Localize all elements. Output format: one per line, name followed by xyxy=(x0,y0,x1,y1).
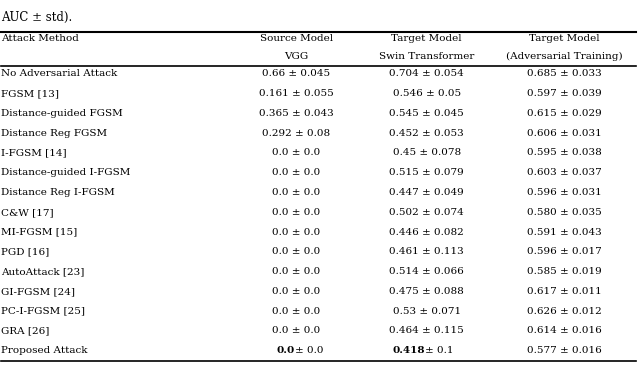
Text: AUC ± std).: AUC ± std). xyxy=(1,11,72,24)
Text: 0.0 ± 0.0: 0.0 ± 0.0 xyxy=(273,267,321,276)
Text: 0.606 ± 0.031: 0.606 ± 0.031 xyxy=(527,129,602,137)
Text: 0.161 ± 0.055: 0.161 ± 0.055 xyxy=(259,89,334,98)
Text: 0.617 ± 0.011: 0.617 ± 0.011 xyxy=(527,287,602,296)
Text: Proposed Attack: Proposed Attack xyxy=(1,346,88,355)
Text: 0.0 ± 0.0: 0.0 ± 0.0 xyxy=(273,287,321,296)
Text: AutoAttack [23]: AutoAttack [23] xyxy=(1,267,84,276)
Text: FGSM [13]: FGSM [13] xyxy=(1,89,60,98)
Text: 0.615 ± 0.029: 0.615 ± 0.029 xyxy=(527,109,602,118)
Text: 0.595 ± 0.038: 0.595 ± 0.038 xyxy=(527,149,602,157)
Text: Target Model: Target Model xyxy=(529,34,600,43)
Text: 0.0: 0.0 xyxy=(276,346,294,355)
Text: Attack Method: Attack Method xyxy=(1,34,79,43)
Text: 0.0 ± 0.0: 0.0 ± 0.0 xyxy=(273,149,321,157)
Text: ± 0.1: ± 0.1 xyxy=(425,346,453,355)
Text: 0.614 ± 0.016: 0.614 ± 0.016 xyxy=(527,326,602,336)
Text: No Adversarial Attack: No Adversarial Attack xyxy=(1,69,118,79)
Text: Distance Reg FGSM: Distance Reg FGSM xyxy=(1,129,108,137)
Text: Swin Transformer: Swin Transformer xyxy=(379,51,474,61)
Text: C&W [17]: C&W [17] xyxy=(1,208,54,217)
Text: 0.452 ± 0.053: 0.452 ± 0.053 xyxy=(389,129,464,137)
Text: 0.464 ± 0.115: 0.464 ± 0.115 xyxy=(389,326,464,336)
Text: 0.461 ± 0.113: 0.461 ± 0.113 xyxy=(389,247,464,256)
Text: PGD [16]: PGD [16] xyxy=(1,247,50,256)
Text: 0.502 ± 0.074: 0.502 ± 0.074 xyxy=(389,208,464,217)
Text: 0.597 ± 0.039: 0.597 ± 0.039 xyxy=(527,89,602,98)
Text: 0.585 ± 0.019: 0.585 ± 0.019 xyxy=(527,267,602,276)
Text: 0.66 ± 0.045: 0.66 ± 0.045 xyxy=(262,69,331,79)
Text: 0.577 ± 0.016: 0.577 ± 0.016 xyxy=(527,346,602,355)
Text: 0.596 ± 0.031: 0.596 ± 0.031 xyxy=(527,188,602,197)
Text: 0.0 ± 0.0: 0.0 ± 0.0 xyxy=(273,307,321,316)
Text: 0.45 ± 0.078: 0.45 ± 0.078 xyxy=(392,149,461,157)
Text: 0.545 ± 0.045: 0.545 ± 0.045 xyxy=(389,109,464,118)
Text: 0.418: 0.418 xyxy=(392,346,425,355)
Text: 0.475 ± 0.088: 0.475 ± 0.088 xyxy=(389,287,464,296)
Text: 0.580 ± 0.035: 0.580 ± 0.035 xyxy=(527,208,602,217)
Text: 0.53 ± 0.071: 0.53 ± 0.071 xyxy=(392,307,461,316)
Text: MI-FGSM [15]: MI-FGSM [15] xyxy=(1,228,77,237)
Text: GI-FGSM [24]: GI-FGSM [24] xyxy=(1,287,76,296)
Text: 0.0 ± 0.0: 0.0 ± 0.0 xyxy=(273,168,321,177)
Text: 0.704 ± 0.054: 0.704 ± 0.054 xyxy=(389,69,464,79)
Text: Source Model: Source Model xyxy=(260,34,333,43)
Text: 0.626 ± 0.012: 0.626 ± 0.012 xyxy=(527,307,602,316)
Text: 0.515 ± 0.079: 0.515 ± 0.079 xyxy=(389,168,464,177)
Text: ± 0.0: ± 0.0 xyxy=(294,346,323,355)
Text: (Adversarial Training): (Adversarial Training) xyxy=(506,51,623,61)
Text: 0.514 ± 0.066: 0.514 ± 0.066 xyxy=(389,267,464,276)
Text: 0.0 ± 0.0: 0.0 ± 0.0 xyxy=(273,208,321,217)
Text: 0.0 ± 0.0: 0.0 ± 0.0 xyxy=(273,188,321,197)
Text: 0.685 ± 0.033: 0.685 ± 0.033 xyxy=(527,69,602,79)
Text: Distance Reg I-FGSM: Distance Reg I-FGSM xyxy=(1,188,115,197)
Text: 0.0 ± 0.0: 0.0 ± 0.0 xyxy=(273,326,321,336)
Text: Distance-guided I-FGSM: Distance-guided I-FGSM xyxy=(1,168,131,177)
Text: I-FGSM [14]: I-FGSM [14] xyxy=(1,149,67,157)
Text: VGG: VGG xyxy=(284,51,308,61)
Text: 0.0 ± 0.0: 0.0 ± 0.0 xyxy=(273,228,321,237)
Text: 0.292 ± 0.08: 0.292 ± 0.08 xyxy=(262,129,331,137)
Text: Target Model: Target Model xyxy=(391,34,462,43)
Text: 0.447 ± 0.049: 0.447 ± 0.049 xyxy=(389,188,464,197)
Text: 0.365 ± 0.043: 0.365 ± 0.043 xyxy=(259,109,334,118)
Text: 0.446 ± 0.082: 0.446 ± 0.082 xyxy=(389,228,464,237)
Text: 0.546 ± 0.05: 0.546 ± 0.05 xyxy=(392,89,461,98)
Text: 0.603 ± 0.037: 0.603 ± 0.037 xyxy=(527,168,602,177)
Text: 0.0 ± 0.0: 0.0 ± 0.0 xyxy=(273,247,321,256)
Text: 0.591 ± 0.043: 0.591 ± 0.043 xyxy=(527,228,602,237)
Text: Distance-guided FGSM: Distance-guided FGSM xyxy=(1,109,123,118)
Text: 0.596 ± 0.017: 0.596 ± 0.017 xyxy=(527,247,602,256)
Text: GRA [26]: GRA [26] xyxy=(1,326,50,336)
Text: PC-I-FGSM [25]: PC-I-FGSM [25] xyxy=(1,307,85,316)
